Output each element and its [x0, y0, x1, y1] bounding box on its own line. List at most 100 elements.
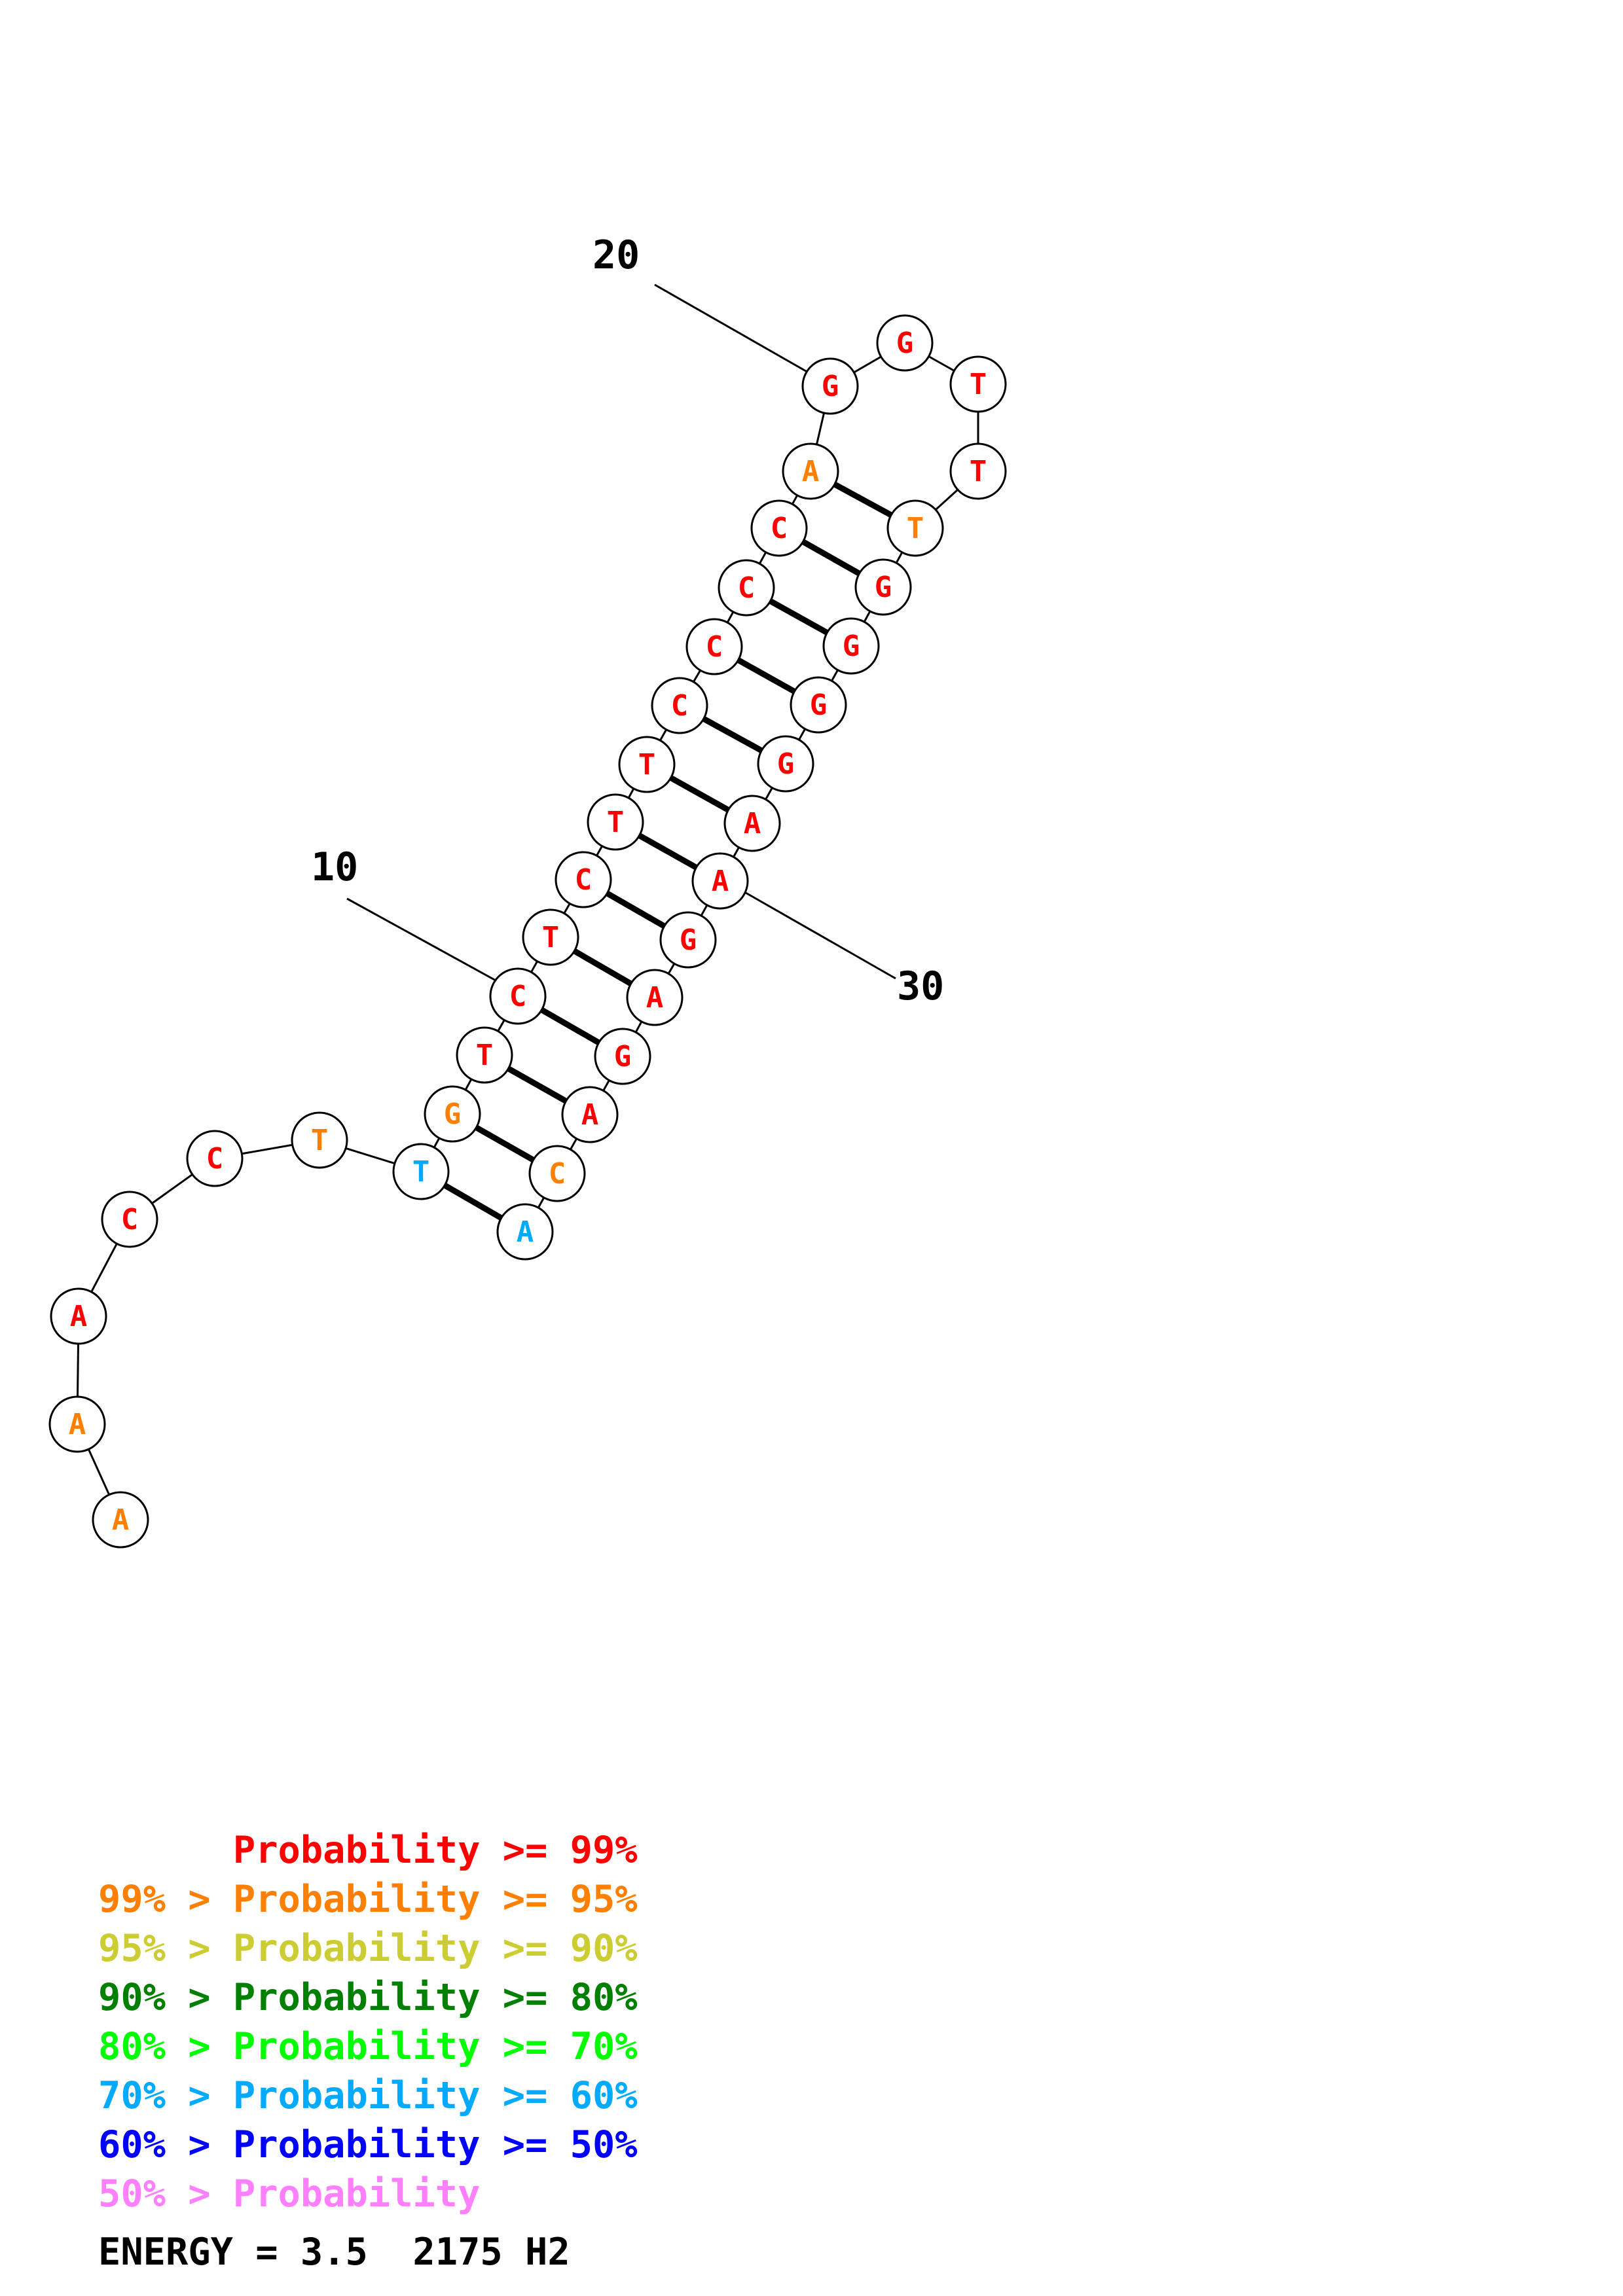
- nucleotide-circle: [685, 618, 743, 675]
- legend-line-8: 50% > Probability: [98, 2172, 481, 2215]
- nucleotide-circle: [723, 795, 781, 852]
- nucleotide-letter: G: [614, 1040, 632, 1073]
- base-pair-lines: [419, 469, 917, 1234]
- nucleotide: A: [561, 1086, 619, 1143]
- nucleotide: A: [48, 1395, 106, 1453]
- nucleotide-letter: A: [712, 865, 729, 898]
- nucleotide-circle: [522, 908, 579, 966]
- nucleotide-letter: T: [311, 1124, 329, 1157]
- nucleotide-letter: G: [680, 924, 697, 957]
- nucleotide-circle: [876, 314, 934, 372]
- nucleotide-letter: C: [509, 980, 527, 1013]
- position-label-leader: [654, 283, 816, 378]
- nucleotide: G: [854, 558, 912, 616]
- legend-line-4: 90% > Probability >= 80%: [98, 1976, 638, 2019]
- position-label: 10: [311, 844, 358, 890]
- position-label-leader: [346, 897, 505, 986]
- nucleotide-letter: G: [843, 630, 860, 663]
- position-label: 30: [897, 963, 944, 1009]
- nucleotide-letter: A: [70, 1300, 88, 1333]
- nucleotide: G: [876, 314, 934, 372]
- nucleotide-letter: A: [581, 1098, 599, 1132]
- nucleotide: T: [522, 908, 579, 966]
- nucleotide-circle: [92, 1491, 149, 1549]
- nucleotide-circle: [782, 442, 839, 500]
- legend-line-6: 70% > Probability >= 60%: [98, 2074, 638, 2117]
- nucleotide: G: [757, 735, 814, 793]
- nucleotide-circle: [489, 967, 547, 1025]
- probability-legend: Probability >= 99% 99% > Probability >= …: [98, 1826, 638, 2219]
- nucleotide: A: [723, 795, 781, 852]
- nucleotide-circle: [651, 677, 708, 734]
- nucleotide-letter: G: [875, 571, 892, 604]
- nucleotide-letter: T: [907, 512, 924, 545]
- nucleotide-circle: [949, 355, 1007, 413]
- nucleotide: C: [555, 851, 612, 908]
- nucleotide-circle: [949, 442, 1007, 500]
- nucleotide-circle: [594, 1028, 651, 1085]
- nucleotide: A: [691, 852, 749, 910]
- nucleotide-circle: [659, 911, 717, 969]
- nucleotide-circle: [291, 1111, 348, 1169]
- position-label: 20: [593, 232, 640, 278]
- legend-line-7: 60% > Probability >= 50%: [98, 2123, 638, 2166]
- nucleotide: C: [528, 1145, 586, 1202]
- legend-line-2: 99% > Probability >= 95%: [98, 1878, 638, 1921]
- nucleotide-circle: [790, 676, 847, 734]
- nucleotide-letter: A: [69, 1408, 86, 1441]
- nucleotide-circle: [801, 357, 859, 415]
- nucleotide-letter: C: [771, 512, 788, 545]
- position-label-leader: [731, 884, 896, 980]
- nucleotide: C: [718, 559, 775, 617]
- nucleotide-letter: G: [810, 689, 828, 722]
- nucleotide-circle: [886, 499, 944, 557]
- nucleotide-letter: T: [476, 1039, 494, 1072]
- nucleotide-circle: [561, 1086, 619, 1143]
- nucleotide-letter: C: [575, 863, 593, 897]
- nucleotide: C: [750, 499, 808, 557]
- nucleotide: T: [456, 1026, 513, 1084]
- nucleotide: G: [424, 1085, 481, 1143]
- nucleotide-circle: [587, 793, 644, 851]
- nucleotide: G: [594, 1028, 651, 1085]
- position-labels: 10 20 30: [311, 232, 944, 1009]
- nucleotide-letter: G: [444, 1098, 462, 1131]
- nucleotide-circle: [528, 1145, 586, 1202]
- nucleotide: A: [496, 1203, 554, 1261]
- nucleotide-letter: A: [517, 1215, 534, 1249]
- nucleotide: A: [92, 1491, 149, 1549]
- energy-label: ENERGY = 3.5 2175 H2: [98, 2231, 570, 2274]
- nucleotide-letter: T: [542, 921, 560, 954]
- nucleotide-circle: [626, 969, 684, 1026]
- nucleotide: A: [626, 969, 684, 1026]
- nucleotide: T: [949, 355, 1007, 413]
- nucleotide-letter: A: [646, 981, 664, 1014]
- nucleotide-letter: T: [412, 1155, 430, 1189]
- nucleotide-letter: T: [638, 748, 656, 781]
- nucleotide: T: [587, 793, 644, 851]
- nucleotide: C: [685, 618, 743, 675]
- nucleotide-circle: [424, 1085, 481, 1143]
- nucleotide: C: [186, 1130, 244, 1187]
- legend-line-1: Probability >= 99%: [98, 1829, 638, 1872]
- legend-line-5: 80% > Probability >= 70%: [98, 2025, 638, 2068]
- nucleotide: G: [790, 676, 847, 734]
- nucleotide-circle: [50, 1287, 107, 1345]
- nucleotide-circle: [618, 736, 676, 793]
- nucleotide-letter: C: [206, 1142, 224, 1175]
- nucleotide: T: [392, 1143, 450, 1200]
- nucleotide-letter: T: [607, 806, 625, 839]
- nucleotide: T: [886, 499, 944, 557]
- nucleotide-letter: T: [970, 455, 987, 488]
- nucleotide-letter: C: [671, 689, 689, 723]
- nucleotide-circle: [48, 1395, 106, 1453]
- nucleotide-letter: G: [822, 370, 839, 403]
- nucleotide: T: [618, 736, 676, 793]
- nucleotide-circle: [822, 617, 880, 675]
- nucleotide: C: [651, 677, 708, 734]
- nucleotide-letter: A: [112, 1503, 130, 1537]
- nucleotide: C: [489, 967, 547, 1025]
- nucleotide-circle: [186, 1130, 244, 1187]
